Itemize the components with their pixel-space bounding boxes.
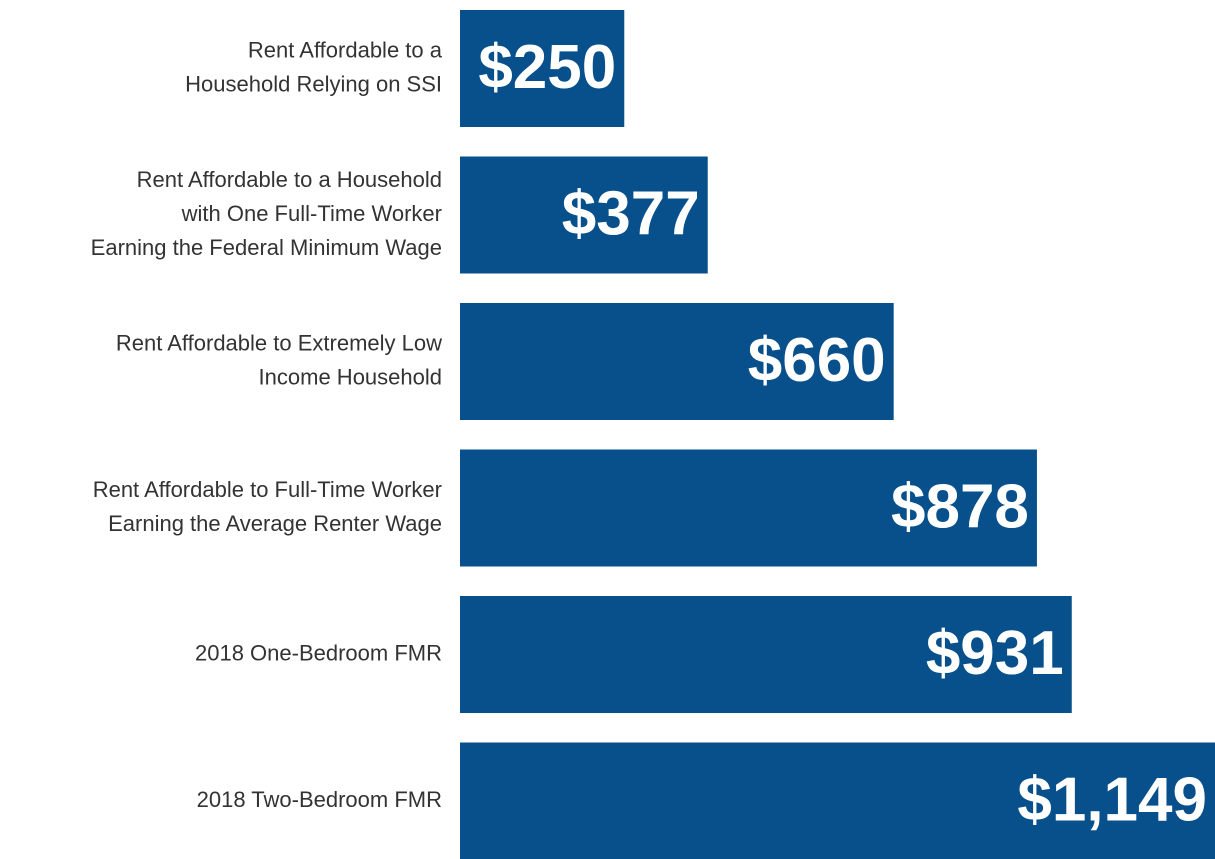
category-label: with One Full-Time Worker bbox=[181, 201, 442, 226]
category-label: Rent Affordable to Extremely Low bbox=[116, 330, 442, 355]
value-label: $660 bbox=[748, 326, 886, 395]
bar bbox=[460, 156, 708, 274]
category-label: Earning the Average Renter Wage bbox=[108, 511, 442, 536]
value-label: $250 bbox=[478, 33, 616, 102]
value-label: $1,149 bbox=[1017, 765, 1207, 834]
bar bbox=[460, 10, 625, 127]
category-label: Income Household bbox=[259, 364, 442, 389]
category-label: Rent Affordable to a Household bbox=[137, 167, 442, 192]
value-label: $377 bbox=[562, 179, 700, 248]
category-label: Rent Affordable to Full-Time Worker bbox=[93, 477, 442, 502]
bar bbox=[460, 303, 894, 420]
value-label: $931 bbox=[926, 619, 1064, 688]
category-label: Rent Affordable to a bbox=[248, 37, 443, 62]
category-label: 2018 Two-Bedroom FMR bbox=[197, 787, 442, 812]
bar bbox=[460, 449, 1037, 567]
category-label: Earning the Federal Minimum Wage bbox=[91, 235, 442, 260]
category-label: Household Relying on SSI bbox=[185, 71, 442, 96]
category-label: 2018 One-Bedroom FMR bbox=[195, 640, 442, 665]
bar bbox=[460, 596, 1072, 713]
bar bbox=[460, 742, 1215, 859]
value-label: $878 bbox=[891, 472, 1029, 541]
